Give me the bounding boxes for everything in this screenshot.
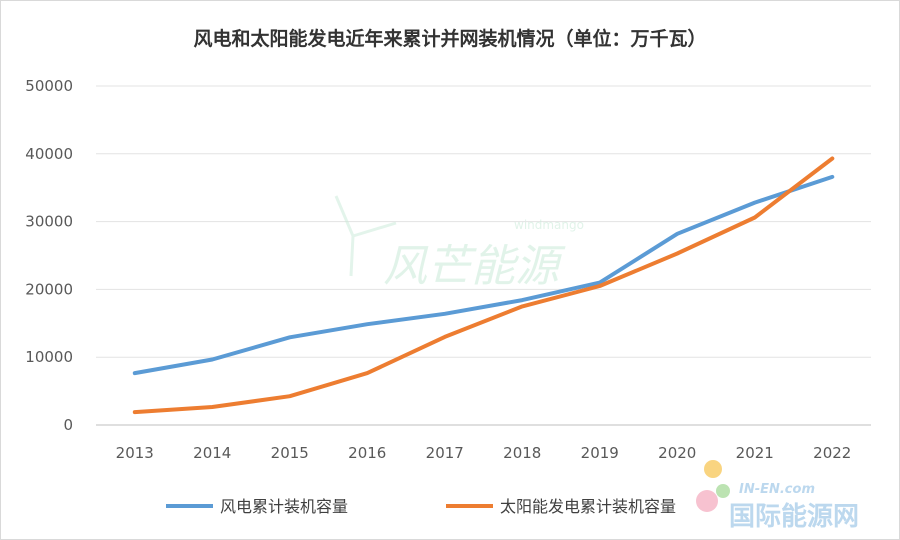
watermark-logo [334,195,397,277]
corner-watermark-small: IN-EN.com [739,482,815,497]
x-tick-label: 2016 [348,444,386,462]
watermark-text: 风芒能源 [383,241,566,292]
x-tick-label: 2020 [658,444,696,462]
y-axis-tick-labels: 0 10000 20000 30000 40000 50000 [25,77,73,434]
y-tick-label: 30000 [25,213,73,231]
corner-watermark-text: 国际能源网 [729,501,859,532]
y-tick-label: 50000 [25,77,73,95]
y-tick-label: 10000 [25,348,73,366]
y-tick-label: 40000 [25,145,73,163]
series-line-0 [132,174,835,376]
x-tick-label: 2022 [813,444,851,462]
legend-item-wind: 风电累计装机容量 [166,497,348,516]
series-lines [132,156,835,415]
legend: 风电累计装机容量 太阳能发电累计装机容量 [166,497,676,516]
x-tick-label: 2014 [193,444,231,462]
x-axis-tick-labels: 2013 2014 2015 2016 2017 2018 2019 2020 2021 2022 [116,444,852,462]
corner-logo-dot2-icon [696,490,718,512]
x-tick-label: 2019 [581,444,619,462]
x-tick-label: 2017 [426,444,464,462]
corner-watermark: IN-EN.com 国际能源网 [696,460,859,532]
x-tick-label: 2021 [736,444,774,462]
x-tick-label: 2015 [271,444,309,462]
chart-title: 风电和太阳能发电近年来累计并网装机情况（单位：万千瓦） [193,27,706,50]
y-tick-label: 20000 [25,280,73,298]
y-tick-label: 0 [63,416,73,434]
legend-label-solar: 太阳能发电累计装机容量 [500,497,676,516]
corner-logo-dot-icon [704,460,722,478]
legend-item-solar: 太阳能发电累计装机容量 [446,497,676,516]
legend-label-wind: 风电累计装机容量 [220,497,348,516]
series-line-1 [132,156,835,415]
watermark-subtext: windmango [514,218,584,232]
x-tick-label: 2013 [116,444,154,462]
x-tick-label: 2018 [503,444,541,462]
corner-logo-dot3-icon [716,484,730,498]
